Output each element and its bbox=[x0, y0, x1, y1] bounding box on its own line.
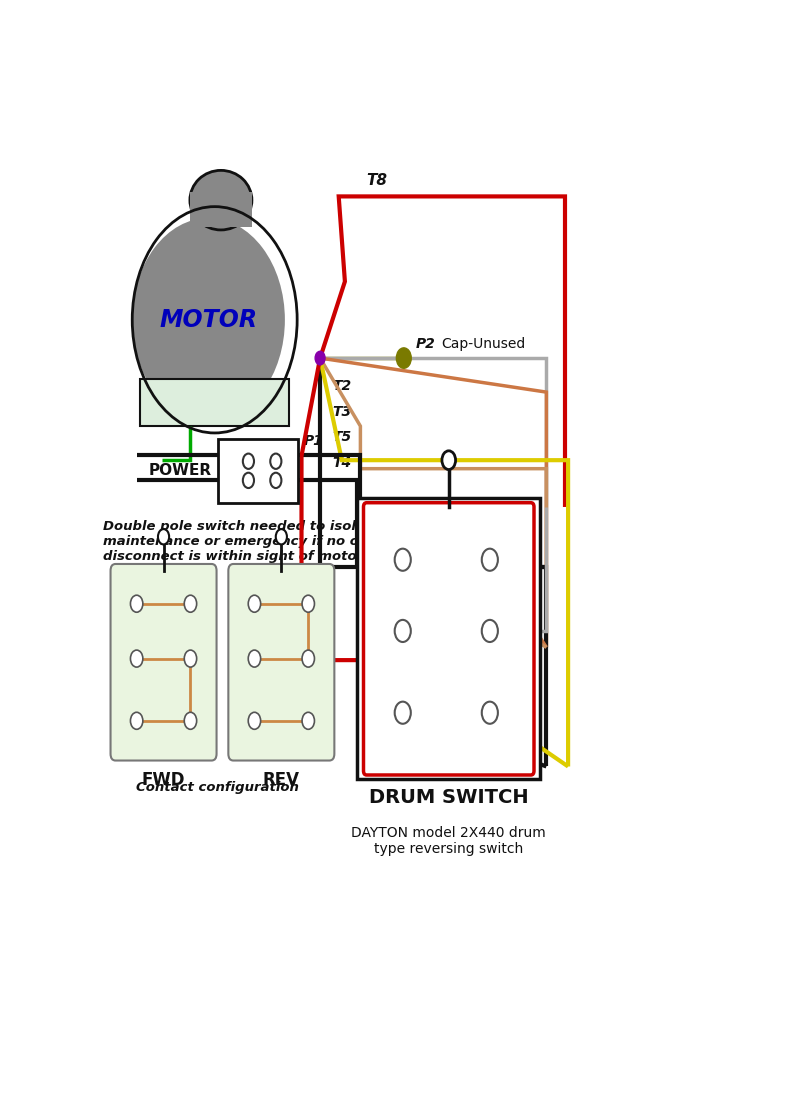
Text: 2: 2 bbox=[192, 591, 199, 601]
Text: 4: 4 bbox=[492, 615, 499, 629]
Text: Double pole switch needed to isolate power for
maintenance or emergency if no ot: Double pole switch needed to isolate pow… bbox=[103, 519, 458, 562]
Ellipse shape bbox=[132, 218, 285, 421]
Text: Cap-Unused: Cap-Unused bbox=[441, 337, 526, 351]
Text: T2: T2 bbox=[333, 379, 352, 393]
FancyBboxPatch shape bbox=[140, 379, 289, 425]
Circle shape bbox=[130, 596, 143, 612]
Text: MOTOR: MOTOR bbox=[159, 308, 258, 332]
Text: 1: 1 bbox=[128, 591, 134, 601]
Circle shape bbox=[396, 348, 411, 368]
Circle shape bbox=[394, 702, 411, 724]
Text: Contact configuration: Contact configuration bbox=[136, 781, 299, 794]
Circle shape bbox=[270, 453, 282, 469]
Text: 6: 6 bbox=[492, 697, 499, 711]
Circle shape bbox=[270, 473, 282, 488]
Ellipse shape bbox=[190, 170, 252, 230]
Circle shape bbox=[184, 650, 197, 667]
Text: DRUM SWITCH: DRUM SWITCH bbox=[369, 788, 529, 807]
FancyBboxPatch shape bbox=[363, 503, 534, 775]
Circle shape bbox=[243, 453, 254, 469]
Circle shape bbox=[130, 713, 143, 729]
Text: 2: 2 bbox=[492, 544, 499, 557]
Circle shape bbox=[394, 549, 411, 571]
FancyBboxPatch shape bbox=[218, 439, 298, 503]
Circle shape bbox=[130, 650, 143, 667]
Text: T8: T8 bbox=[366, 172, 388, 188]
Circle shape bbox=[302, 650, 314, 667]
Circle shape bbox=[243, 473, 254, 488]
Text: 5: 5 bbox=[383, 697, 391, 711]
Circle shape bbox=[276, 529, 287, 545]
Text: REV: REV bbox=[263, 771, 300, 789]
Text: P2: P2 bbox=[416, 337, 436, 351]
Text: P1: P1 bbox=[303, 433, 323, 448]
Text: 5: 5 bbox=[128, 708, 134, 718]
Text: 3: 3 bbox=[128, 646, 134, 656]
Circle shape bbox=[302, 713, 314, 729]
Circle shape bbox=[394, 620, 411, 642]
Text: T5: T5 bbox=[333, 430, 352, 444]
Text: DAYTON model 2X440 drum
type reversing switch: DAYTON model 2X440 drum type reversing s… bbox=[351, 827, 546, 856]
FancyBboxPatch shape bbox=[358, 498, 540, 779]
Circle shape bbox=[158, 529, 169, 545]
FancyBboxPatch shape bbox=[110, 564, 217, 760]
Circle shape bbox=[248, 713, 261, 729]
Circle shape bbox=[302, 596, 314, 612]
Circle shape bbox=[442, 451, 455, 470]
FancyBboxPatch shape bbox=[190, 192, 252, 227]
Text: FWD: FWD bbox=[142, 771, 186, 789]
Text: T3: T3 bbox=[333, 404, 352, 419]
Circle shape bbox=[482, 620, 498, 642]
Text: POWER: POWER bbox=[149, 463, 211, 478]
FancyBboxPatch shape bbox=[228, 564, 334, 760]
Circle shape bbox=[248, 650, 261, 667]
Circle shape bbox=[315, 351, 325, 365]
Text: T4: T4 bbox=[333, 456, 352, 470]
Text: 4: 4 bbox=[192, 646, 199, 656]
Circle shape bbox=[482, 549, 498, 571]
Circle shape bbox=[482, 702, 498, 724]
Circle shape bbox=[248, 596, 261, 612]
Circle shape bbox=[184, 713, 197, 729]
Text: 3: 3 bbox=[384, 615, 391, 629]
Text: 1: 1 bbox=[384, 544, 391, 557]
Text: 6: 6 bbox=[192, 708, 199, 718]
Circle shape bbox=[184, 596, 197, 612]
